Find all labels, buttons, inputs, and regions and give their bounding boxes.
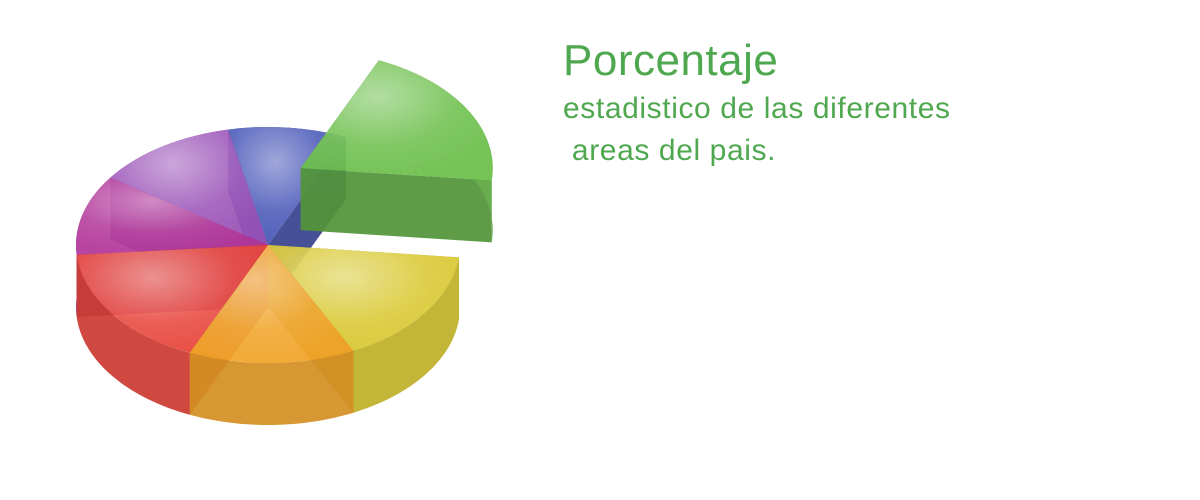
page-title: Porcentaje	[563, 36, 779, 85]
pie-chart	[40, 40, 500, 440]
slices-layer	[76, 60, 493, 425]
pie-slice-1	[300, 60, 493, 243]
pie-slice-1-wall-2	[300, 168, 492, 243]
pie-slice-1-gloss	[300, 60, 493, 181]
pie-slice-3-rim	[189, 350, 354, 425]
subtitle-line-1: estadistico de las diferentes	[563, 92, 951, 125]
pie-slice-4-rim	[76, 254, 190, 415]
pie-slice-4-gloss	[76, 245, 268, 353]
pie-slice-3-gloss	[189, 245, 354, 363]
pie-slice-2-rim	[353, 257, 459, 413]
pie-slice-5-gloss	[76, 177, 268, 255]
pie-chart-svg	[76, 60, 493, 425]
pie-slice-3	[189, 245, 354, 425]
pie-slice-2-gloss	[268, 245, 459, 351]
heading-block: Porcentaje estadistico de las diferentes…	[563, 34, 1163, 172]
subtitle-line-2: areas del pais.	[563, 134, 777, 167]
pie-slice-6-gloss	[110, 129, 268, 245]
